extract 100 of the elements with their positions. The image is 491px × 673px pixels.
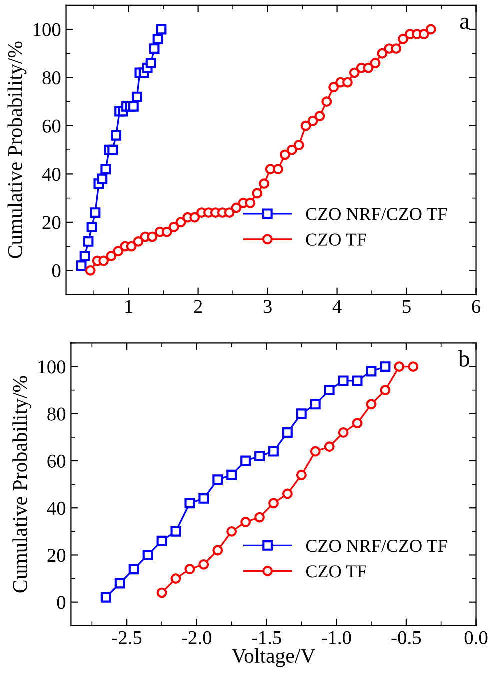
point xyxy=(226,470,238,480)
point xyxy=(111,130,122,141)
y-axis-title: Cumulative Probability/% xyxy=(8,42,27,258)
point xyxy=(338,428,349,438)
point xyxy=(352,376,363,386)
point xyxy=(280,150,290,160)
point xyxy=(259,178,270,190)
point xyxy=(212,545,224,556)
point xyxy=(83,236,94,247)
point xyxy=(352,418,363,429)
x-tick-label: -1.0 xyxy=(322,631,352,645)
x-axis-title: Voltage/V xyxy=(232,648,316,668)
point xyxy=(308,116,318,126)
point xyxy=(282,488,293,500)
point xyxy=(86,222,98,232)
point xyxy=(338,376,349,386)
point xyxy=(142,550,154,560)
point xyxy=(108,144,118,156)
point xyxy=(212,474,224,486)
point xyxy=(273,164,284,175)
point xyxy=(231,202,242,214)
point xyxy=(76,260,87,272)
point xyxy=(296,470,307,480)
point xyxy=(408,362,419,372)
point xyxy=(254,512,265,523)
x-tick-label: -1.5 xyxy=(252,631,282,645)
point xyxy=(162,226,172,238)
point xyxy=(370,58,381,68)
point xyxy=(322,96,332,108)
point xyxy=(198,493,210,504)
x-tick-label: 4 xyxy=(332,300,342,314)
y-tick-label: 40 xyxy=(42,168,61,182)
point xyxy=(363,62,374,74)
y-tick-label: 0 xyxy=(52,264,61,278)
legend-label: CZO TF xyxy=(306,566,366,578)
point xyxy=(170,526,182,537)
y-tick-label: 60 xyxy=(42,120,61,133)
point xyxy=(156,536,168,546)
point xyxy=(310,399,321,410)
y-tick-label: 40 xyxy=(47,502,66,516)
point xyxy=(366,399,377,410)
point xyxy=(100,592,112,603)
point xyxy=(324,385,335,396)
point xyxy=(128,101,139,112)
point xyxy=(146,58,156,68)
y-axis-title: Cumulative Probability/% xyxy=(12,376,32,593)
point xyxy=(100,164,112,175)
point xyxy=(391,44,402,54)
x-tick-label: 0.0 xyxy=(464,631,488,645)
x-tick-label: -0.5 xyxy=(392,631,422,645)
annotation: b xyxy=(458,350,470,367)
y-tick-label: 100 xyxy=(34,23,61,36)
point xyxy=(184,498,196,509)
point xyxy=(98,256,110,266)
point xyxy=(198,559,210,570)
point xyxy=(133,236,144,247)
point xyxy=(349,68,360,78)
legend-label: CZO TF xyxy=(306,234,366,246)
point xyxy=(296,408,307,420)
point xyxy=(156,588,168,598)
point xyxy=(286,144,298,156)
point xyxy=(156,24,167,35)
point xyxy=(328,82,340,93)
point xyxy=(366,366,377,377)
point xyxy=(97,174,108,184)
point xyxy=(268,498,279,509)
x-tick-label: 1 xyxy=(126,300,133,314)
x-tick-label: 3 xyxy=(264,300,272,314)
point xyxy=(128,564,140,575)
annotation: a xyxy=(460,18,470,30)
legend-label: CZO NRF/CZO TF xyxy=(306,208,448,220)
point xyxy=(152,34,164,44)
point xyxy=(106,250,117,262)
point xyxy=(114,578,126,589)
point xyxy=(314,111,326,122)
x-tick-label: 5 xyxy=(403,300,411,314)
point xyxy=(254,451,265,462)
point xyxy=(324,442,335,452)
point xyxy=(226,526,238,537)
point xyxy=(398,34,409,44)
point xyxy=(342,77,353,88)
point xyxy=(268,446,279,457)
point xyxy=(113,246,124,257)
point xyxy=(176,217,186,228)
y-tick-label: 20 xyxy=(48,549,66,562)
point xyxy=(380,362,391,372)
legend-label: CZO NRF/CZO TF xyxy=(306,540,448,552)
point xyxy=(90,208,101,218)
point xyxy=(252,188,263,199)
point xyxy=(147,232,158,242)
point xyxy=(170,574,182,584)
y-tick-label: 60 xyxy=(48,454,66,468)
point xyxy=(126,241,137,252)
point xyxy=(224,208,235,218)
point xyxy=(300,120,312,132)
point xyxy=(240,456,252,466)
point xyxy=(377,48,388,59)
x-tick-label: -2.0 xyxy=(182,631,212,645)
point xyxy=(184,564,196,575)
y-tick-label: 0 xyxy=(57,596,66,610)
